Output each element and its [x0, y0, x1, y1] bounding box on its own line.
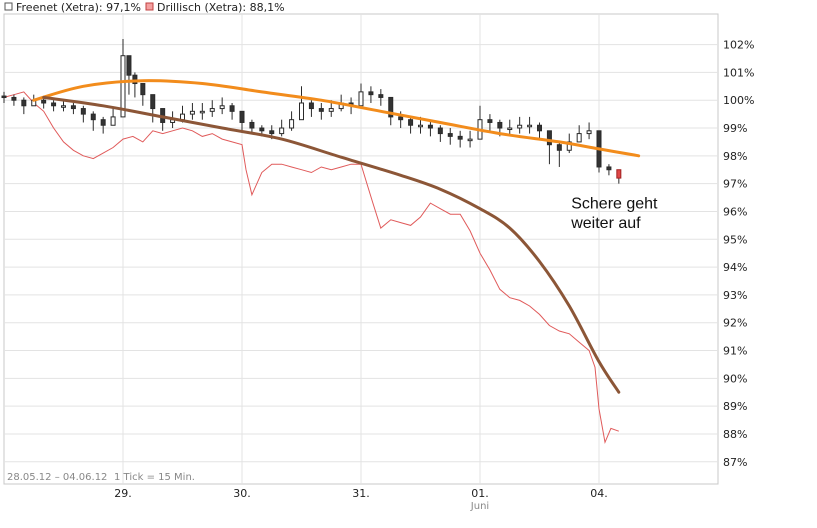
freenet-candle — [586, 122, 592, 140]
freenet-candle — [358, 83, 364, 107]
freenet-candle — [427, 119, 433, 137]
y-tick-label: 98% — [723, 150, 747, 163]
freenet-candle — [70, 102, 76, 115]
freenet-candle — [596, 130, 602, 173]
y-tick-label: 100% — [723, 94, 754, 107]
annotation-text: Schere geht — [571, 196, 658, 213]
annotation-text: weiter auf — [570, 215, 641, 232]
freenet-candle — [487, 114, 493, 131]
y-tick-label: 90% — [723, 372, 747, 385]
freenet-candle — [437, 125, 443, 142]
freenet-candle — [126, 55, 132, 95]
y-tick-label: 102% — [723, 39, 754, 52]
freenet-candle — [1, 91, 7, 103]
y-tick-label: 96% — [723, 205, 747, 218]
freenet-candle — [80, 105, 86, 123]
freenet-candle — [368, 86, 374, 103]
freenet-candle — [51, 100, 57, 112]
freenet-candle — [110, 108, 116, 126]
freenet-candle — [229, 102, 235, 120]
freenet-candle — [199, 102, 205, 120]
freenet-candle — [90, 111, 96, 131]
y-tick-label: 93% — [723, 289, 747, 302]
freenet-candle — [279, 119, 285, 137]
trend-line-brown — [42, 95, 621, 394]
freenet-candle — [378, 89, 384, 106]
freenet-candle — [249, 119, 255, 134]
range-label: 28.05.12 – 04.06.12 — [7, 472, 107, 483]
freenet-candle — [61, 100, 66, 112]
freenet-candle — [189, 102, 195, 120]
y-tick-label: 94% — [723, 261, 747, 274]
x-tick-label: 31. — [352, 487, 370, 500]
legend-label-drillisch: Drillisch (Xetra): 88,1% — [157, 1, 285, 14]
legend-label-freenet: Freenet (Xetra): 97,1% — [16, 1, 141, 14]
y-tick-label: 95% — [723, 233, 747, 246]
freenet-candle — [576, 125, 582, 143]
freenet-candle — [606, 164, 612, 176]
freenet-candle — [467, 130, 473, 148]
x-tick-label: 30. — [233, 487, 251, 500]
freenet-candle — [388, 96, 394, 126]
freenet-candle — [546, 130, 552, 165]
legend: Freenet (Xetra): 97,1% Drillisch (Xetra)… — [4, 1, 285, 14]
x-tick-sublabel: Juni — [470, 501, 489, 512]
legend-swatch-drillisch — [145, 2, 154, 11]
y-tick-label: 92% — [723, 317, 747, 330]
freenet-candle — [507, 119, 513, 137]
freenet-candle — [408, 116, 414, 134]
x-tick-label: 04. — [590, 487, 608, 500]
annotations: Schere geht weiter auf — [570, 196, 658, 232]
grid — [4, 14, 718, 484]
y-tick-label: 97% — [723, 178, 747, 191]
freenet-candle — [150, 94, 156, 123]
freenet-candle — [447, 128, 453, 145]
y-tick-label: 87% — [723, 456, 747, 469]
freenet-candle — [140, 83, 146, 106]
freenet-candle — [616, 169, 622, 184]
freenet-candle — [21, 97, 27, 115]
freenet-candle — [517, 116, 523, 134]
freenet-candle — [308, 100, 314, 117]
freenet-candle — [100, 116, 106, 134]
freenet-candle — [209, 100, 215, 117]
freenet-candle — [132, 72, 138, 98]
y-tick-label: 91% — [723, 345, 747, 358]
trend-line-orange — [32, 79, 641, 158]
freenet-candle — [41, 97, 47, 109]
x-axis: 29. 30. 31. 01.Juni 04. — [114, 487, 608, 512]
freenet-candle — [556, 141, 562, 167]
series-drillisch — [3, 91, 619, 445]
freenet-candle — [11, 94, 17, 106]
y-tick-label: 89% — [723, 400, 747, 413]
freenet-candle — [289, 111, 295, 131]
interval-label: 1 Tick = 15 Min. — [114, 472, 195, 483]
freenet-candle — [527, 116, 533, 134]
freenet-candle — [239, 110, 245, 131]
freenet-candle — [457, 130, 463, 148]
freenet-candle — [299, 86, 304, 121]
y-tick-label: 88% — [723, 428, 747, 441]
x-tick-label: 29. — [114, 487, 132, 500]
y-tick-label: 99% — [723, 122, 747, 135]
x-tick-label: 01. — [471, 487, 489, 500]
freenet-candle — [537, 122, 542, 140]
y-tick-label: 101% — [723, 66, 754, 79]
freenet-candle — [318, 102, 324, 120]
freenet-candle — [219, 97, 225, 115]
legend-swatch-freenet — [4, 2, 13, 11]
y-axis: 102% 101% 100% 99% 98% 97% 96% 95% 94% 93% 92% 91% 9… — [723, 39, 754, 469]
trend-lines — [32, 79, 641, 394]
drillisch-line — [3, 91, 619, 445]
